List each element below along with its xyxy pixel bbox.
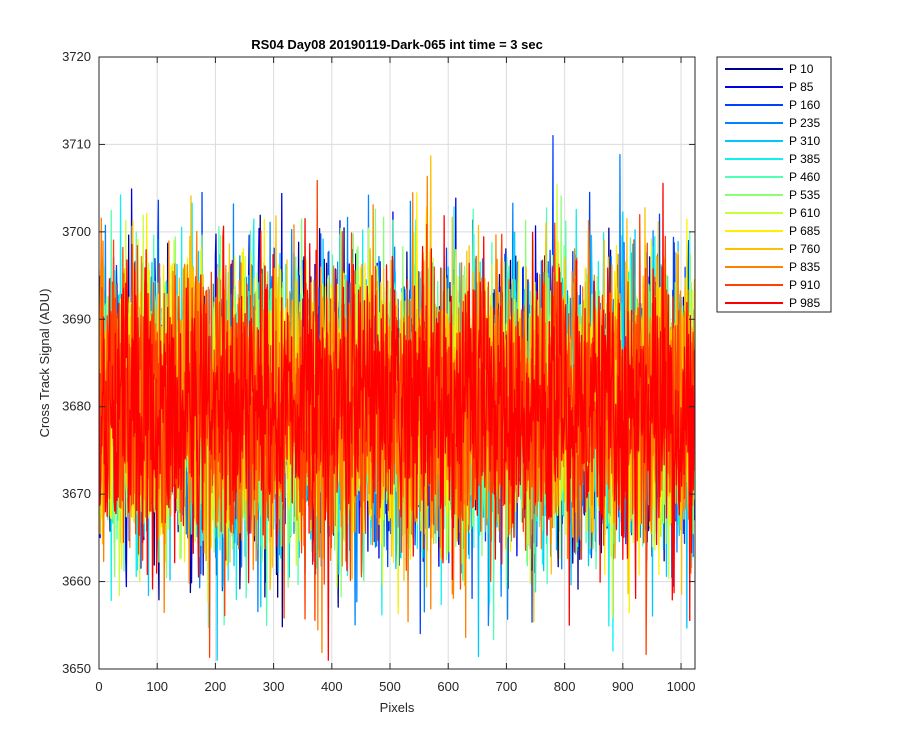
x-tick-label: 500 bbox=[379, 679, 401, 694]
plot-frame bbox=[98, 56, 696, 670]
series-line bbox=[99, 182, 695, 661]
x-tick-label: 400 bbox=[321, 679, 343, 694]
y-tick-label: 3650 bbox=[62, 661, 91, 676]
y-tick-label: 3700 bbox=[62, 224, 91, 239]
legend-label: P 310 bbox=[789, 134, 820, 148]
y-tick-label: 3680 bbox=[62, 399, 91, 414]
series-line bbox=[99, 179, 695, 658]
legend-label: P 835 bbox=[789, 260, 820, 274]
legend-label: P 85 bbox=[789, 80, 814, 94]
legend-label: P 610 bbox=[789, 206, 820, 220]
legend-label: P 10 bbox=[789, 62, 814, 76]
x-tick-label: 600 bbox=[437, 679, 459, 694]
legend-label: P 535 bbox=[789, 188, 820, 202]
legend-label: P 160 bbox=[789, 98, 820, 112]
y-axis-label: Cross Track Signal (ADU) bbox=[37, 289, 52, 438]
legend-label: P 985 bbox=[789, 296, 820, 310]
x-tick-label: 0 bbox=[95, 679, 102, 694]
legend-label: P 910 bbox=[789, 278, 820, 292]
y-tick-label: 3660 bbox=[62, 574, 91, 589]
x-tick-label: 700 bbox=[496, 679, 518, 694]
x-tick-label: 900 bbox=[612, 679, 634, 694]
y-tick-label: 3670 bbox=[62, 486, 91, 501]
legend-label: P 460 bbox=[789, 170, 820, 184]
legend-box bbox=[716, 56, 832, 313]
ticks: 0 100 200 300 400 500 600 700 800 900 1000 3650 3660… bbox=[62, 49, 695, 694]
x-tick-label: 200 bbox=[205, 679, 227, 694]
x-tick-label: 1000 bbox=[667, 679, 696, 694]
legend-label: P 685 bbox=[789, 224, 820, 238]
y-tick-label: 3690 bbox=[62, 311, 91, 326]
legend-label: P 385 bbox=[789, 152, 820, 166]
x-tick-label: 100 bbox=[146, 679, 168, 694]
legend-label: P 235 bbox=[789, 116, 820, 130]
x-tick-label: 800 bbox=[554, 679, 576, 694]
legend-label: P 760 bbox=[789, 242, 820, 256]
x-axis-label: Pixels bbox=[380, 700, 415, 715]
legend: P 10 P 85 P 160 P 235 P 310 P 385 P 460 P 535 P … bbox=[716, 56, 832, 313]
y-tick-label: 3720 bbox=[62, 49, 91, 64]
chart-title: RS04 Day08 20190119-Dark-065 int time = … bbox=[251, 37, 543, 52]
series-layer bbox=[99, 135, 695, 661]
y-tick-label: 3710 bbox=[62, 136, 91, 151]
x-tick-label: 300 bbox=[263, 679, 285, 694]
